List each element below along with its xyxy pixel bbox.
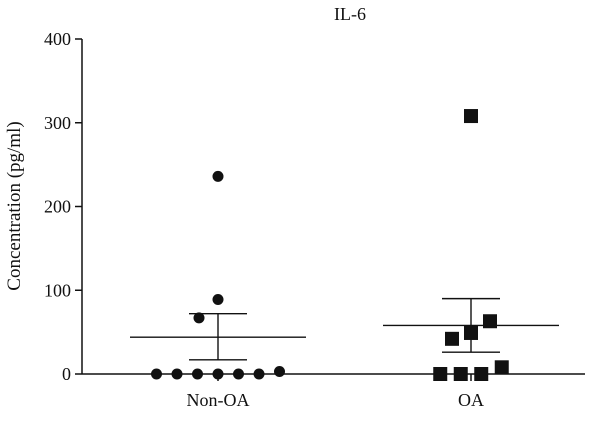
data-point-1-2 (474, 367, 489, 381)
data-point-1-7 (464, 109, 478, 124)
y-tick-label-400: 400 (44, 29, 71, 49)
x-axis-ticks: Non-OA OA (187, 374, 484, 410)
chart-title: IL-6 (334, 4, 366, 24)
data-point-0-8 (212, 293, 224, 305)
data-point-1-3 (494, 360, 509, 375)
y-tick-label-300: 300 (44, 113, 71, 133)
y-axis-ticks: 0 100 200 300 400 (44, 29, 82, 384)
y-tick-label-0: 0 (62, 364, 71, 384)
axes (81, 39, 585, 375)
x-tick-label-1: OA (458, 390, 484, 410)
data-point-0-1 (171, 368, 183, 380)
data-point-1-6 (483, 314, 497, 329)
data-point-0-7 (193, 312, 205, 324)
data-point-0-6 (274, 365, 285, 377)
data-points (151, 109, 509, 381)
data-point-0-9 (212, 170, 224, 182)
y-tick-label-100: 100 (44, 280, 71, 300)
y-axis-label: Concentration (pg/ml) (4, 121, 25, 290)
summary-bars (130, 297, 559, 361)
data-point-0-4 (233, 368, 244, 380)
data-point-0-2 (192, 368, 203, 380)
x-tick-label-0: Non-OA (187, 390, 250, 410)
data-point-0-3 (212, 368, 224, 380)
data-point-1-4 (445, 331, 459, 346)
data-point-0-0 (151, 368, 162, 380)
data-point-1-5 (464, 325, 478, 340)
data-point-0-5 (253, 368, 265, 380)
data-point-1-1 (453, 367, 468, 381)
data-point-1-0 (433, 367, 448, 381)
y-tick-label-200: 200 (44, 197, 71, 217)
